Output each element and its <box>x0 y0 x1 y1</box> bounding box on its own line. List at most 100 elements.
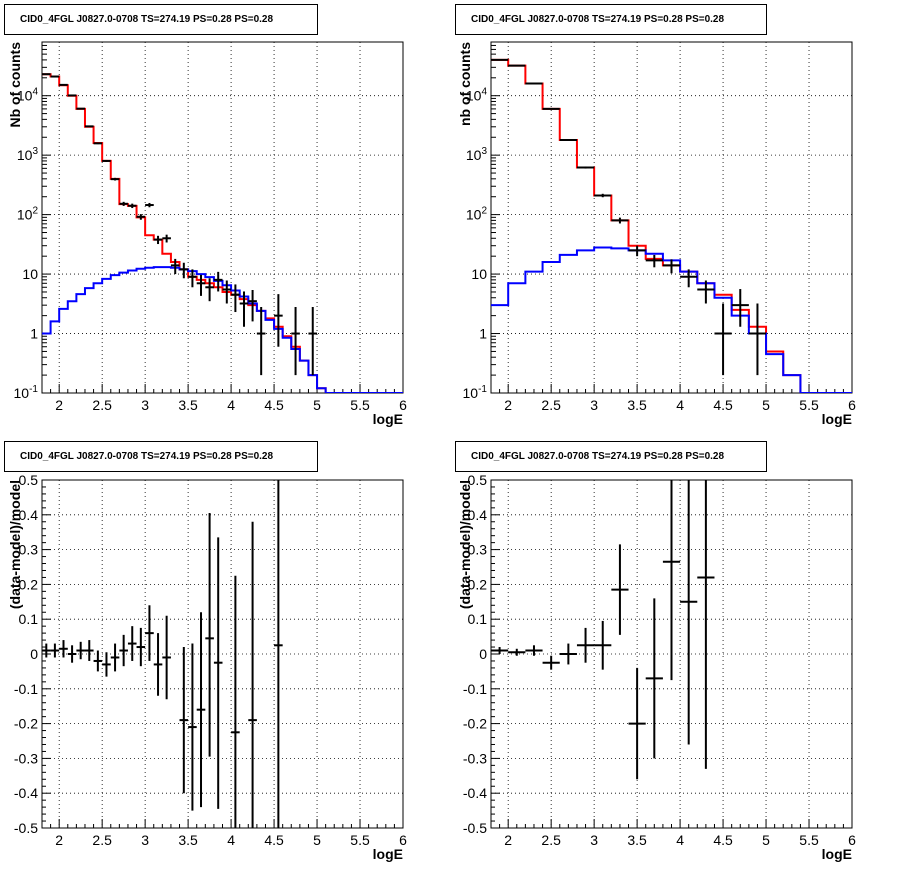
chart-panel-4: CID0_4FGL J0827.0-0708 TS=274.19 PS=0.28… <box>455 441 856 862</box>
data-point <box>50 643 60 658</box>
data-point <box>491 647 509 654</box>
data-point <box>205 513 214 757</box>
title-box <box>455 4 767 35</box>
data-point <box>748 303 767 376</box>
data-point <box>205 278 214 302</box>
data-point <box>697 280 715 304</box>
y-tick-label: 10 <box>471 266 487 282</box>
data-point <box>231 575 240 828</box>
data-point <box>127 626 137 661</box>
x-tick-label: 2.5 <box>92 832 112 848</box>
data-point <box>222 280 232 304</box>
data-point <box>67 94 77 97</box>
y-tick-label: 0.3 <box>19 542 39 558</box>
y-tick-label: 102 <box>17 206 39 223</box>
data-point <box>248 521 257 828</box>
data-point <box>308 306 318 376</box>
y-tick-label: -0.4 <box>14 785 38 801</box>
data-points <box>491 58 767 376</box>
data-layer <box>42 480 283 828</box>
x-tick-label: 4.5 <box>713 832 733 848</box>
y-tick-label: 10 <box>22 266 38 282</box>
y-tick-label: 0.1 <box>19 611 39 627</box>
x-tick-label: 3 <box>590 832 598 848</box>
data-point <box>102 159 111 162</box>
x-tick-label: 4 <box>227 397 235 413</box>
data-point <box>645 598 663 759</box>
y-tick-label: 102 <box>466 206 488 223</box>
x-tick-label: 4.5 <box>264 832 284 848</box>
data-point <box>559 138 577 141</box>
data-points <box>42 73 318 376</box>
x-axis-label: logE <box>373 846 403 862</box>
data-point <box>697 480 715 769</box>
y-axis-label: Nb of counts <box>7 42 23 128</box>
data-point <box>213 537 223 809</box>
data-point <box>136 214 146 220</box>
x-tick-label: 5 <box>762 832 770 848</box>
y-tick-label: 10-1 <box>14 384 39 401</box>
data-point <box>119 634 128 667</box>
data-point <box>170 258 180 275</box>
y-tick-label: 0.1 <box>468 611 488 627</box>
y-tick-label: -0.3 <box>463 750 487 766</box>
y-tick-label: -0.1 <box>463 681 487 697</box>
x-tick-label: 3 <box>141 832 149 848</box>
data-point <box>179 262 189 279</box>
x-tick-label: 5.5 <box>350 832 370 848</box>
x-axis-label: logE <box>822 411 852 427</box>
x-tick-label: 5.5 <box>350 397 370 413</box>
data-point <box>188 643 197 811</box>
x-tick-label: 2 <box>504 397 512 413</box>
data-point <box>611 217 629 224</box>
x-tick-label: 5.5 <box>799 832 819 848</box>
data-point <box>231 284 240 313</box>
data-point <box>59 83 68 86</box>
y-tick-label: 104 <box>466 87 488 104</box>
y-tick-label: -0.1 <box>14 681 38 697</box>
data-point <box>162 615 171 700</box>
data-point <box>662 259 681 274</box>
title-box <box>455 441 767 472</box>
data-point <box>213 271 223 292</box>
x-tick-label: 3 <box>141 397 149 413</box>
chart-title: CID0_4FGL J0827.0-0708 TS=274.19 PS=0.28… <box>471 451 724 462</box>
data-layer <box>491 480 715 780</box>
x-tick-label: 6 <box>399 397 407 413</box>
chart-panel-1: CID0_4FGL J0827.0-0708 TS=274.19 PS=0.28… <box>4 4 407 427</box>
data-point <box>162 234 171 243</box>
x-tick-label: 3.5 <box>627 397 647 413</box>
x-tick-label: 4 <box>676 832 684 848</box>
data-points <box>42 480 283 828</box>
x-tick-label: 6 <box>848 832 856 848</box>
y-tick-label: 0.2 <box>19 576 39 592</box>
data-point <box>136 627 146 667</box>
model-histogram-line <box>491 246 852 393</box>
data-point <box>110 643 120 672</box>
x-tick-label: 5 <box>762 397 770 413</box>
data-point <box>102 652 111 677</box>
x-tick-label: 4.5 <box>713 397 733 413</box>
title-box <box>4 4 318 35</box>
x-tick-label: 2 <box>55 832 63 848</box>
data-point <box>628 245 646 257</box>
model-histogram-line <box>42 266 403 393</box>
x-tick-label: 5 <box>313 832 321 848</box>
data-point <box>76 641 85 660</box>
data-point <box>611 544 629 635</box>
x-tick-label: 5.5 <box>799 397 819 413</box>
data-point <box>628 667 646 780</box>
y-tick-label: 0.5 <box>468 472 488 488</box>
x-tick-label: 4.5 <box>264 397 284 413</box>
y-axis-label: (data-model)/model <box>457 480 473 609</box>
data-point <box>542 655 560 670</box>
y-tick-label: 0.4 <box>19 507 39 523</box>
y-tick-label: 0.5 <box>19 472 39 488</box>
data-point <box>145 202 154 208</box>
data-point <box>119 201 128 206</box>
x-tick-label: 6 <box>399 832 407 848</box>
data-point <box>525 645 543 656</box>
x-axis-label: logE <box>822 846 852 862</box>
data-point <box>508 648 526 656</box>
